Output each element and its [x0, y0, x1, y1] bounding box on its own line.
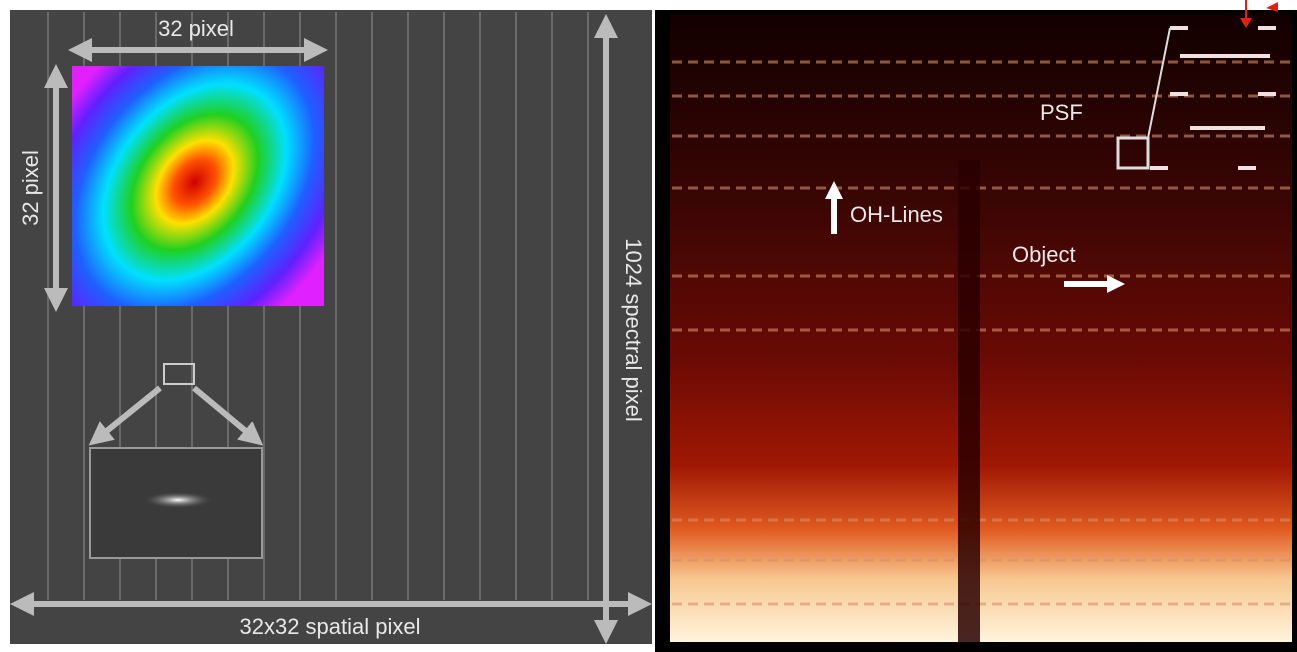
- psf-map: [72, 66, 324, 306]
- psf-label: PSF: [1040, 100, 1083, 125]
- object-trace: [958, 160, 980, 642]
- bottom-label: 32x32 spatial pixel: [239, 614, 420, 639]
- figure: 32 pixel 32 pixel 1024 spectral pixel 32…: [0, 0, 1297, 652]
- spectra: [670, 14, 1292, 642]
- right-label: 1024 spectral pixel: [621, 238, 646, 421]
- oh-label: OH-Lines: [850, 202, 943, 227]
- top-label: 32 pixel: [158, 16, 234, 41]
- left-label: 32 pixel: [18, 150, 43, 226]
- page: 32 pixel 32 pixel 1024 spectral pixel 32…: [0, 0, 1297, 652]
- object-label: Object: [1012, 242, 1076, 267]
- psf-spot: [144, 492, 212, 508]
